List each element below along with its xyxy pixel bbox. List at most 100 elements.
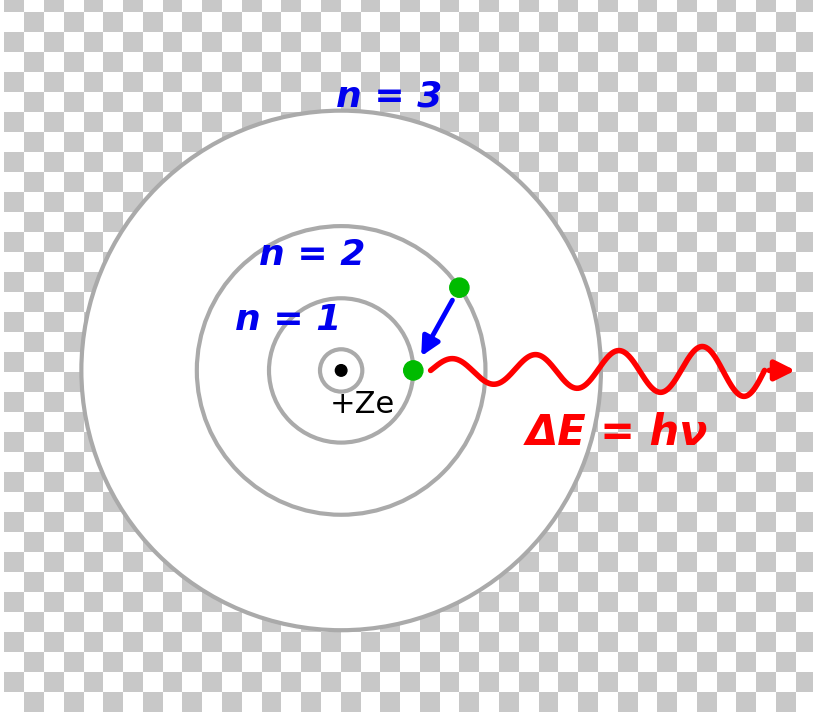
Bar [44, 52, 64, 72]
Bar [815, 72, 817, 92]
Bar [83, 192, 103, 212]
Bar [25, 152, 44, 172]
Bar [123, 552, 143, 572]
Bar [222, 672, 242, 692]
Bar [677, 352, 697, 372]
Bar [538, 472, 558, 492]
Bar [459, 252, 480, 272]
Bar [341, 92, 360, 112]
Bar [400, 532, 420, 552]
Bar [459, 492, 480, 512]
Bar [301, 332, 321, 352]
Bar [538, 332, 558, 352]
Bar [341, 512, 360, 532]
Bar [499, 372, 519, 392]
Bar [360, 32, 380, 52]
Bar [697, 592, 717, 612]
Bar [281, 192, 301, 212]
Bar [301, 132, 321, 152]
Bar [736, 32, 757, 52]
Bar [697, 232, 717, 252]
Bar [815, 12, 817, 32]
Bar [44, 512, 64, 532]
Bar [459, 432, 480, 452]
Bar [697, 612, 717, 632]
Bar [242, 232, 261, 252]
Bar [796, 52, 815, 72]
Bar [222, 392, 242, 412]
Bar [480, 92, 499, 112]
Bar [618, 212, 637, 232]
Bar [321, 112, 341, 132]
Bar [757, 292, 776, 312]
Bar [598, 392, 618, 412]
Bar [44, 352, 64, 372]
Bar [440, 152, 459, 172]
Bar [103, 112, 123, 132]
Bar [163, 532, 182, 552]
Bar [400, 52, 420, 72]
Bar [420, 532, 440, 552]
Bar [64, 512, 83, 532]
Bar [658, 12, 677, 32]
Bar [499, 272, 519, 292]
Bar [321, 132, 341, 152]
Bar [321, 152, 341, 172]
Bar [440, 372, 459, 392]
Bar [776, 572, 796, 592]
Bar [736, 552, 757, 572]
Bar [222, 332, 242, 352]
Bar [341, 572, 360, 592]
Bar [123, 672, 143, 692]
Bar [757, 132, 776, 152]
Bar [143, 312, 163, 332]
Bar [341, 672, 360, 692]
Bar [776, 152, 796, 172]
Bar [499, 472, 519, 492]
Bar [459, 652, 480, 672]
Bar [618, 432, 637, 452]
Bar [776, 272, 796, 292]
Bar [380, 192, 400, 212]
Bar [242, 272, 261, 292]
Bar [203, 52, 222, 72]
Bar [658, 472, 677, 492]
Bar [341, 132, 360, 152]
Bar [123, 692, 143, 712]
Bar [558, 612, 578, 632]
Bar [4, 392, 25, 412]
Bar [757, 92, 776, 112]
Bar [360, 572, 380, 592]
Bar [538, 552, 558, 572]
Bar [420, 292, 440, 312]
Bar [598, 52, 618, 72]
Bar [440, 672, 459, 692]
Bar [776, 72, 796, 92]
Bar [618, 532, 637, 552]
Bar [776, 432, 796, 452]
Bar [776, 212, 796, 232]
Bar [519, 312, 538, 332]
Bar [796, 672, 815, 692]
Bar [796, 512, 815, 532]
Bar [380, 72, 400, 92]
Bar [440, 332, 459, 352]
Bar [519, 692, 538, 712]
Bar [499, 692, 519, 712]
Bar [143, 0, 163, 12]
Bar [598, 412, 618, 432]
Bar [697, 432, 717, 452]
Bar [281, 72, 301, 92]
Bar [4, 72, 25, 92]
Bar [261, 352, 281, 372]
Bar [4, 512, 25, 532]
Bar [44, 412, 64, 432]
Bar [380, 272, 400, 292]
Bar [143, 192, 163, 212]
Bar [757, 612, 776, 632]
Bar [203, 152, 222, 172]
Bar [796, 612, 815, 632]
Bar [25, 252, 44, 272]
Bar [697, 192, 717, 212]
Bar [301, 632, 321, 652]
